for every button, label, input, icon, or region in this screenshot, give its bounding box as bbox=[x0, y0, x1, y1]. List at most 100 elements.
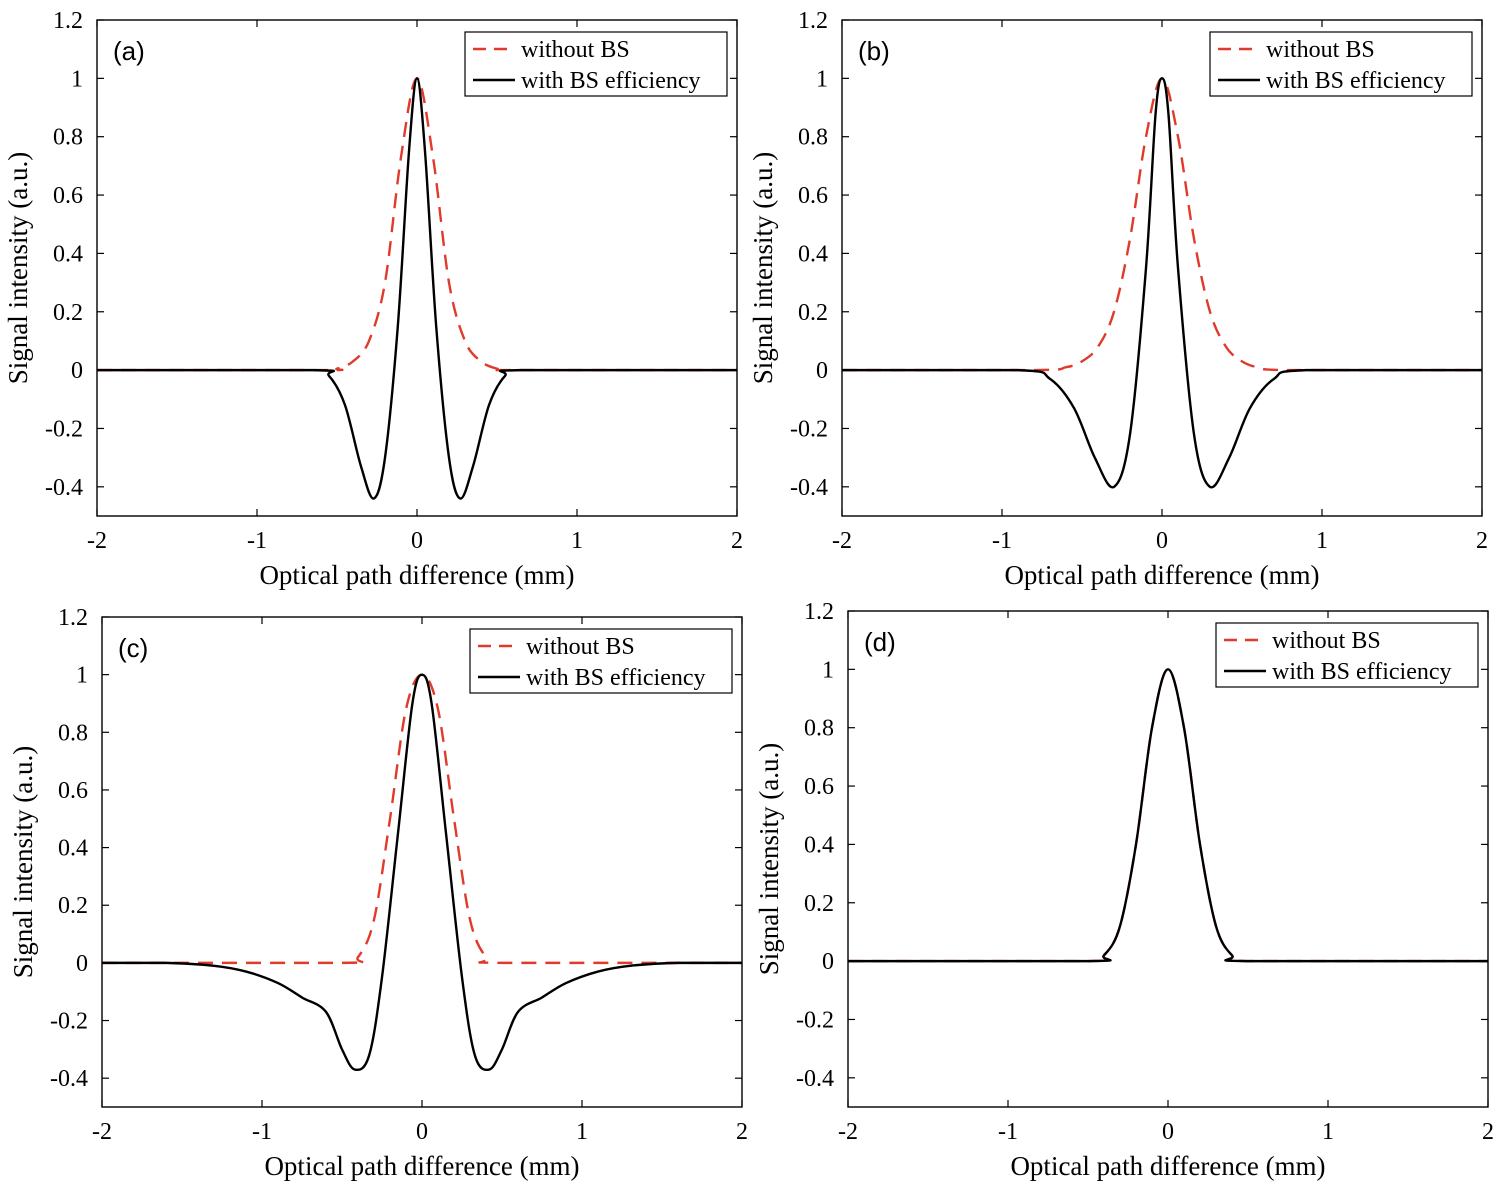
x-tick-label: 2 bbox=[731, 528, 743, 554]
y-tick-label: 0.8 bbox=[53, 125, 83, 151]
chart-panel-b: -2 -1 0 1 2 -0.4 -0.2 0 0.2 0.4 0.6 0.8 1 1.2 (b) witho… bbox=[748, 8, 1488, 590]
y-tick-label: 0.4 bbox=[798, 241, 828, 267]
y-tick-label: 0.2 bbox=[58, 893, 88, 919]
x-tick-label: -2 bbox=[87, 528, 107, 554]
chart-panel-d: -2 -1 0 1 2 -0.4 -0.2 0 0.2 0.4 0.6 0.8 1 1.2 (d) witho… bbox=[754, 599, 1494, 1181]
y-tick-label: 0.2 bbox=[804, 891, 834, 917]
x-axis-label: Optical path difference (mm) bbox=[264, 1151, 579, 1181]
x-tick-label: -2 bbox=[838, 1119, 858, 1145]
y-tick-label: 0.8 bbox=[798, 125, 828, 151]
legend: without BS with BS efficiency bbox=[1209, 31, 1473, 97]
legend: without BS with BS efficiency bbox=[464, 31, 728, 97]
x-tick-label: -1 bbox=[247, 528, 267, 554]
legend-label: with BS efficiency bbox=[1272, 659, 1452, 685]
y-axis-label: Signal intensity (a.u.) bbox=[748, 152, 778, 384]
legend-box bbox=[1215, 622, 1479, 688]
series-group bbox=[97, 77, 737, 500]
legend-label: without BS bbox=[1266, 37, 1375, 63]
series-line-without-bs bbox=[97, 77, 737, 372]
y-tick-label: 0.6 bbox=[798, 183, 828, 209]
series-line-with-bs-efficiency bbox=[102, 673, 742, 1072]
y-tick-label: 0 bbox=[71, 358, 83, 384]
series-group bbox=[848, 668, 1488, 963]
x-tick-label: -2 bbox=[832, 528, 852, 554]
y-tick-label: -0.2 bbox=[45, 416, 83, 442]
legend-label: without BS bbox=[526, 634, 635, 660]
y-tick-label: -0.4 bbox=[796, 1066, 834, 1092]
x-axis-label: Optical path difference (mm) bbox=[1004, 560, 1319, 590]
plot-area-frame bbox=[96, 19, 738, 517]
legend-box bbox=[1209, 31, 1473, 97]
y-tick-label: 1 bbox=[76, 663, 88, 689]
y-tick-label: 0.8 bbox=[804, 716, 834, 742]
y-tick-label: -0.4 bbox=[50, 1066, 88, 1092]
y-tick-label: 0 bbox=[816, 358, 828, 384]
series-line-without-bs bbox=[842, 77, 1482, 372]
series-line-with-bs-efficiency bbox=[97, 77, 737, 500]
x-axis-label: Optical path difference (mm) bbox=[1010, 1151, 1325, 1181]
x-tick-label: 2 bbox=[1476, 528, 1488, 554]
legend-box bbox=[469, 628, 733, 694]
chart-panel-a: -2 -1 0 1 2 -0.4 -0.2 0 0.2 0.4 0.6 0.8 1 1.2 (a) witho… bbox=[3, 8, 743, 590]
y-tick-label: 1.2 bbox=[53, 8, 83, 34]
y-tick-label: 1.2 bbox=[804, 599, 834, 625]
x-tick-label: -1 bbox=[992, 528, 1012, 554]
y-tick-label: 0.4 bbox=[804, 832, 834, 858]
legend: without BS with BS efficiency bbox=[469, 628, 733, 694]
legend-label: with BS efficiency bbox=[526, 665, 706, 691]
x-tick-label: -1 bbox=[998, 1119, 1018, 1145]
y-tick-label: 1.2 bbox=[798, 8, 828, 34]
x-tick-label: 1 bbox=[1322, 1119, 1334, 1145]
panel-label: (c) bbox=[118, 633, 148, 663]
y-tick-label: -0.4 bbox=[45, 475, 83, 501]
x-tick-label: 2 bbox=[1482, 1119, 1494, 1145]
x-tick-label: 2 bbox=[736, 1119, 748, 1145]
legend: without BS with BS efficiency bbox=[1215, 622, 1479, 688]
series-line-without-bs bbox=[848, 668, 1488, 963]
y-tick-label: 1 bbox=[816, 66, 828, 92]
y-tick-label: 0.4 bbox=[53, 241, 83, 267]
y-tick-label: 0.6 bbox=[804, 774, 834, 800]
y-tick-label: 0.2 bbox=[53, 300, 83, 326]
x-tick-label: 0 bbox=[411, 528, 423, 554]
y-tick-label: 0.6 bbox=[58, 778, 88, 804]
panel-label: (a) bbox=[113, 36, 145, 66]
x-tick-label: -1 bbox=[252, 1119, 272, 1145]
legend-label: without BS bbox=[1272, 628, 1381, 654]
y-tick-label: 1 bbox=[71, 66, 83, 92]
y-tick-label: 1 bbox=[822, 657, 834, 683]
x-tick-label: -2 bbox=[92, 1119, 112, 1145]
x-tick-label: 0 bbox=[1162, 1119, 1174, 1145]
panel-label: (b) bbox=[858, 36, 890, 66]
series-line-with-bs-efficiency bbox=[842, 77, 1482, 489]
y-tick-label: 0 bbox=[76, 951, 88, 977]
plot-area-frame bbox=[841, 19, 1483, 517]
x-tick-label: 1 bbox=[571, 528, 583, 554]
series-line-without-bs bbox=[102, 673, 742, 965]
series-group bbox=[842, 77, 1482, 489]
legend-label: with BS efficiency bbox=[521, 68, 701, 94]
y-axis-label: Signal intensity (a.u.) bbox=[8, 746, 38, 978]
legend-label: with BS efficiency bbox=[1266, 68, 1446, 94]
y-tick-label: 0.6 bbox=[53, 183, 83, 209]
legend-box bbox=[464, 31, 728, 97]
y-tick-label: 0.4 bbox=[58, 836, 88, 862]
y-axis-label: Signal intensity (a.u.) bbox=[754, 743, 784, 975]
plot-area-frame bbox=[847, 610, 1489, 1108]
y-tick-label: -0.2 bbox=[50, 1009, 88, 1035]
y-tick-label: -0.4 bbox=[790, 475, 828, 501]
x-tick-label: 0 bbox=[1156, 528, 1168, 554]
panel-label: (d) bbox=[864, 627, 896, 657]
y-axis-label: Signal intensity (a.u.) bbox=[3, 152, 33, 384]
y-tick-label: 0.2 bbox=[798, 300, 828, 326]
y-tick-label: -0.2 bbox=[790, 416, 828, 442]
legend-label: without BS bbox=[521, 37, 630, 63]
x-tick-label: 1 bbox=[576, 1119, 588, 1145]
y-tick-label: 0 bbox=[822, 949, 834, 975]
y-tick-label: 0.8 bbox=[58, 720, 88, 746]
x-axis-label: Optical path difference (mm) bbox=[259, 560, 574, 590]
x-tick-label: 0 bbox=[416, 1119, 428, 1145]
y-tick-label: 1.2 bbox=[58, 605, 88, 631]
x-tick-label: 1 bbox=[1316, 528, 1328, 554]
